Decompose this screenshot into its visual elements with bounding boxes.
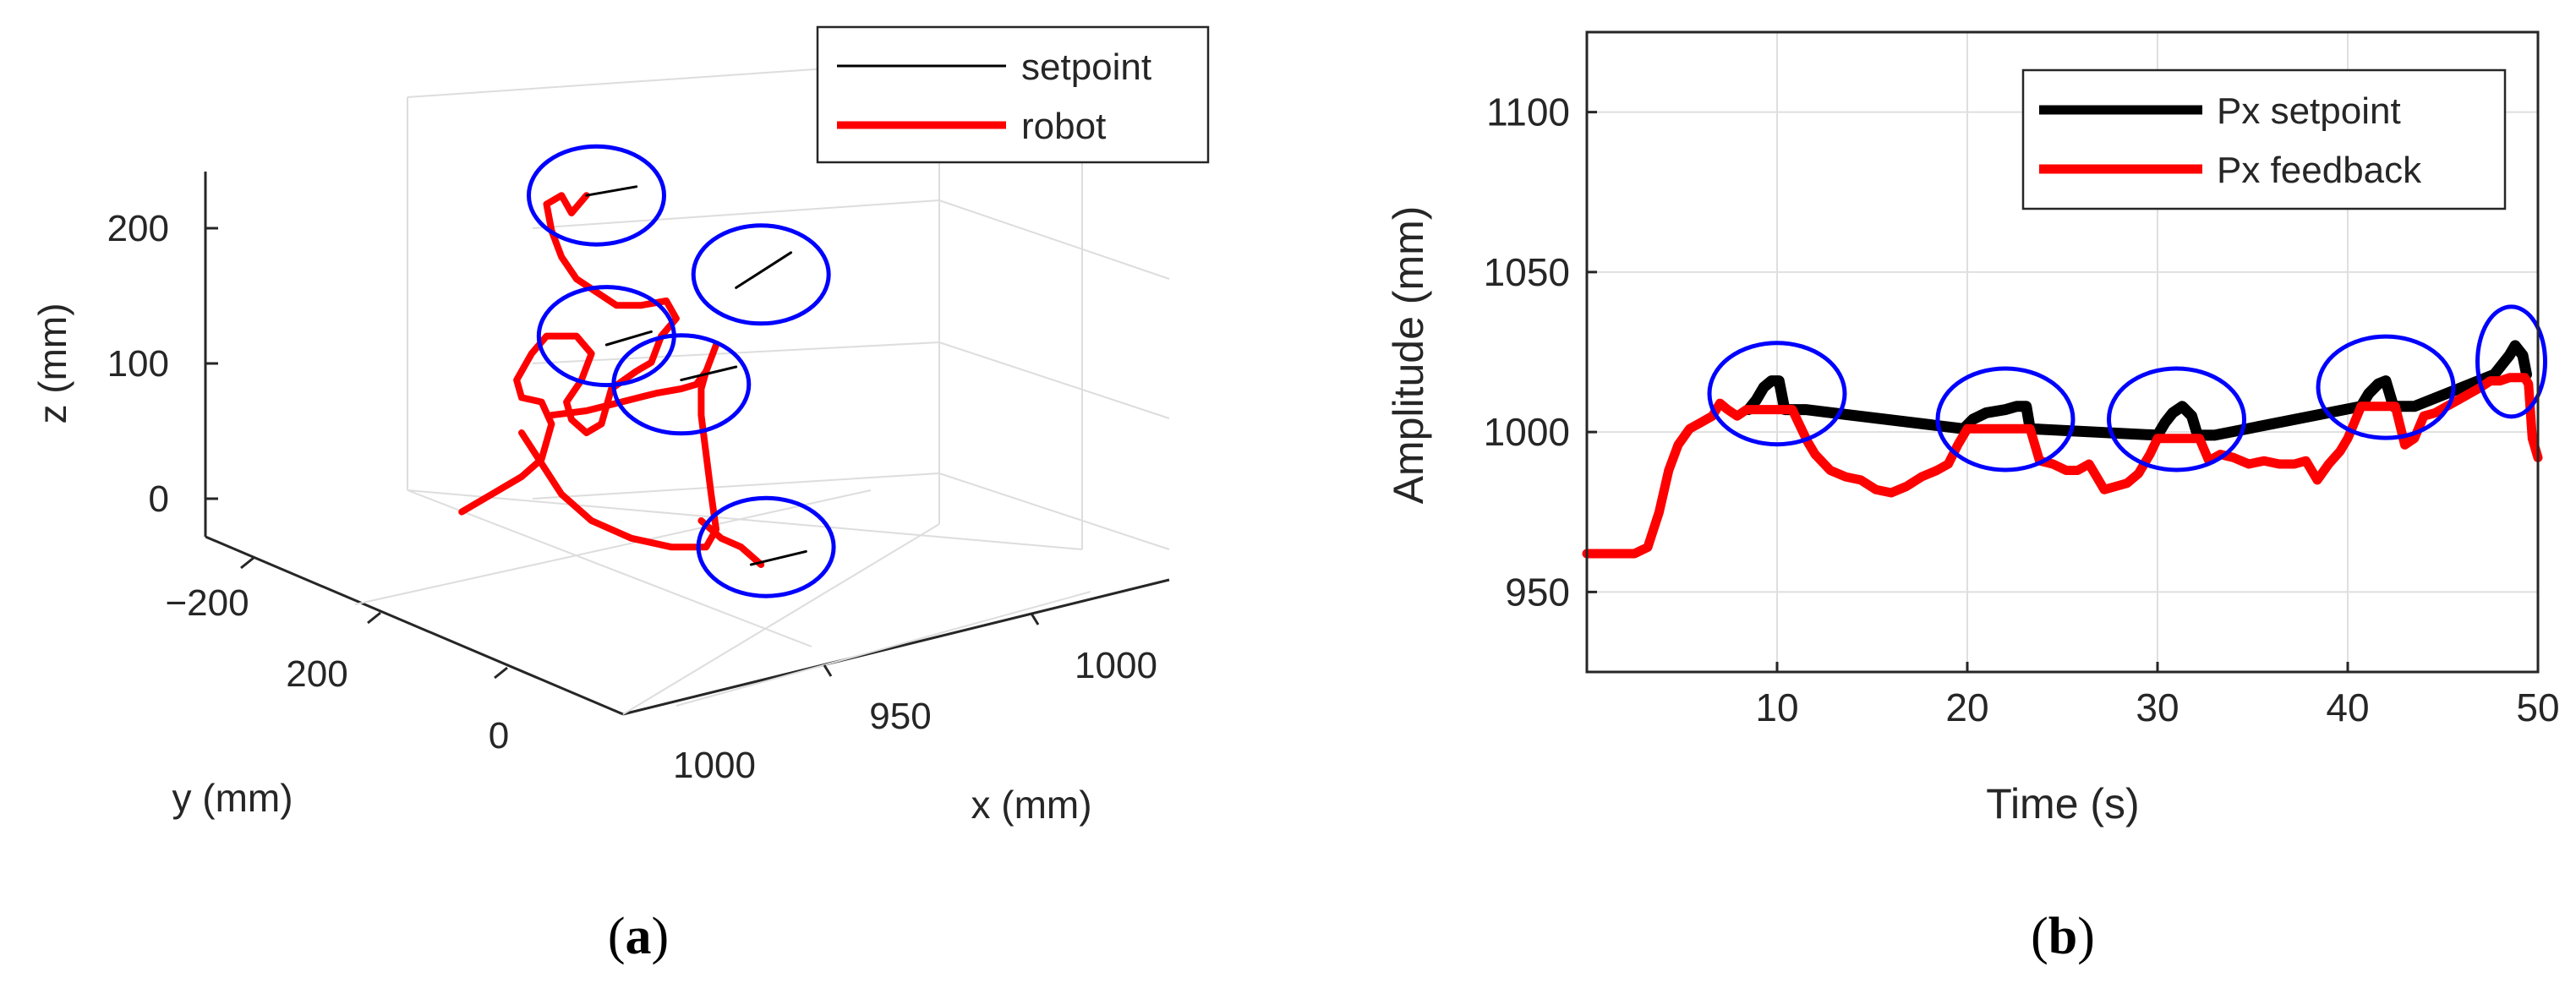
panel-a-3d-plot: 200 100 0 1000 200 0 −200 950 1000 z (mm… (30, 25, 1210, 965)
x-tick-label: 1000 (1075, 645, 1157, 686)
highlight-circle (611, 333, 752, 436)
x-tick-label: 10 (1755, 685, 1798, 729)
panel-b-data-layer (1582, 304, 2547, 559)
y-tick-label: −200 (165, 582, 249, 624)
robot-trajectory-line (697, 517, 765, 568)
robot-trajectory-line (548, 368, 710, 419)
y-axis-label: y (mm) (172, 776, 293, 820)
x-tick-label: 950 (869, 696, 931, 737)
x-tick-label: 20 (1945, 685, 1988, 729)
px-feedback-line (1582, 373, 2543, 559)
highlight-circle (691, 223, 831, 326)
legend-box (816, 25, 1210, 164)
panel-b-caption-letter: b (2048, 908, 2077, 965)
setpoint-line (585, 185, 638, 197)
panel-a-caption: (a) (608, 908, 669, 965)
x-tick-label: 40 (2326, 685, 2369, 729)
highlight-circle (527, 144, 666, 247)
setpoint-line (735, 251, 793, 289)
plot-frame (1585, 30, 2540, 674)
setpoint-line (604, 330, 653, 347)
y-tick-label: 1050 (1484, 250, 1570, 294)
highlight-circle (1935, 366, 2076, 472)
setpoint-line (749, 549, 807, 566)
y-tick-label: 0 (489, 715, 509, 756)
legend-box (2021, 68, 2507, 210)
highlight-circle (2475, 304, 2547, 419)
legend-label: Px setpoint (2217, 90, 2401, 132)
legend-label: Px feedback (2217, 150, 2422, 191)
robot-trajectory-line (518, 341, 720, 551)
x-tick-label: 30 (2136, 685, 2179, 729)
legend-label: robot (1021, 106, 1106, 147)
highlight-circle (1707, 341, 1847, 447)
y-tick-label: 950 (1505, 570, 1570, 614)
robot-trajectory-line (458, 192, 680, 516)
panel-b-caption: (b) (2031, 908, 2095, 965)
setpoint-line (680, 365, 738, 382)
panel-b-line-plot: 10 20 30 40 50 950 1000 1050 1100 Amplitude (mm)… (1385, 30, 2560, 965)
y-tick-label: 1000 (673, 745, 756, 786)
panel-a-caption-letter: a (626, 908, 652, 965)
highlight-circle (696, 495, 836, 598)
z-tick-label: 100 (107, 343, 169, 385)
y-tick-label: 1000 (1484, 410, 1570, 454)
highlight-circle (2107, 366, 2246, 472)
panel-b-ticks: 10 20 30 40 50 950 1000 1050 1100 (1484, 90, 2560, 729)
y-axis-label: Amplitude (mm) (1385, 206, 1432, 505)
panel-a-legend: setpoint robot (816, 25, 1210, 164)
z-axis-label: z (mm) (30, 303, 74, 423)
y-tick-label: 200 (286, 653, 347, 695)
x-axis-line (622, 578, 1170, 716)
panel-a-data-layer (458, 144, 836, 598)
x-axis-label: Time (s) (1986, 780, 2139, 827)
z-tick-label: 0 (149, 478, 169, 520)
x-tick-label: 50 (2516, 685, 2559, 729)
legend-label: setpoint (1021, 46, 1151, 88)
z-tick-label: 200 (107, 208, 169, 249)
highlight-circle (2316, 334, 2456, 440)
x-axis-label: x (mm) (971, 783, 1091, 827)
x-tick-marks (823, 613, 1040, 677)
y-tick-label: 1100 (1486, 90, 1570, 134)
z-tick-marks (205, 227, 218, 500)
y-axis-line (205, 535, 624, 716)
panel-b-legend: Px setpoint Px feedback (2021, 68, 2507, 210)
y-tick-marks (240, 556, 508, 680)
